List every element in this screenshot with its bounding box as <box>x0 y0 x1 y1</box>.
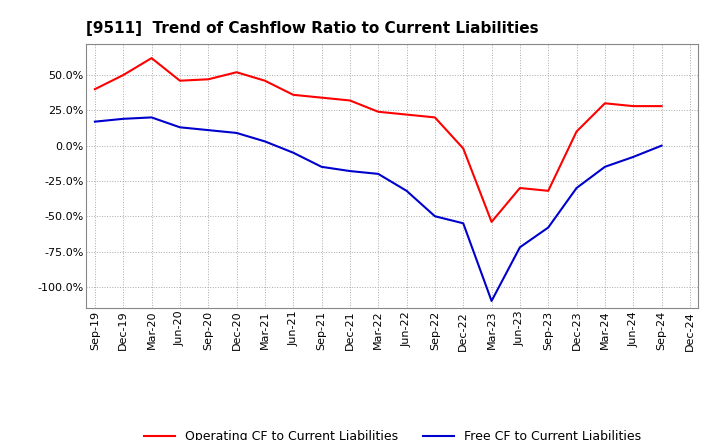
Operating CF to Current Liabilities <box>289 92 297 98</box>
Free CF to Current Liabilities <box>544 225 552 230</box>
Line: Free CF to Current Liabilities: Free CF to Current Liabilities <box>95 117 662 301</box>
Operating CF to Current Liabilities <box>516 185 524 191</box>
Free CF to Current Liabilities <box>318 164 326 169</box>
Operating CF to Current Liabilities <box>600 101 609 106</box>
Free CF to Current Liabilities <box>629 154 637 160</box>
Operating CF to Current Liabilities <box>572 129 581 134</box>
Free CF to Current Liabilities <box>176 125 184 130</box>
Free CF to Current Liabilities <box>204 128 212 133</box>
Operating CF to Current Liabilities <box>402 112 411 117</box>
Operating CF to Current Liabilities <box>233 70 241 75</box>
Operating CF to Current Liabilities <box>204 77 212 82</box>
Operating CF to Current Liabilities <box>148 55 156 61</box>
Free CF to Current Liabilities <box>657 143 666 148</box>
Legend: Operating CF to Current Liabilities, Free CF to Current Liabilities: Operating CF to Current Liabilities, Fre… <box>138 425 647 440</box>
Free CF to Current Liabilities <box>487 298 496 304</box>
Free CF to Current Liabilities <box>402 188 411 194</box>
Free CF to Current Liabilities <box>346 169 354 174</box>
Free CF to Current Liabilities <box>431 213 439 219</box>
Free CF to Current Liabilities <box>148 115 156 120</box>
Line: Operating CF to Current Liabilities: Operating CF to Current Liabilities <box>95 58 662 222</box>
Free CF to Current Liabilities <box>233 130 241 136</box>
Operating CF to Current Liabilities <box>91 87 99 92</box>
Free CF to Current Liabilities <box>119 116 127 121</box>
Operating CF to Current Liabilities <box>657 103 666 109</box>
Free CF to Current Liabilities <box>374 171 382 176</box>
Operating CF to Current Liabilities <box>176 78 184 83</box>
Free CF to Current Liabilities <box>572 185 581 191</box>
Operating CF to Current Liabilities <box>119 73 127 78</box>
Operating CF to Current Liabilities <box>544 188 552 194</box>
Free CF to Current Liabilities <box>600 164 609 169</box>
Free CF to Current Liabilities <box>261 139 269 144</box>
Free CF to Current Liabilities <box>289 150 297 155</box>
Operating CF to Current Liabilities <box>459 146 467 151</box>
Operating CF to Current Liabilities <box>431 115 439 120</box>
Operating CF to Current Liabilities <box>346 98 354 103</box>
Operating CF to Current Liabilities <box>629 103 637 109</box>
Text: [9511]  Trend of Cashflow Ratio to Current Liabilities: [9511] Trend of Cashflow Ratio to Curren… <box>86 21 539 36</box>
Operating CF to Current Liabilities <box>261 78 269 83</box>
Free CF to Current Liabilities <box>91 119 99 124</box>
Operating CF to Current Liabilities <box>487 219 496 224</box>
Operating CF to Current Liabilities <box>374 109 382 114</box>
Free CF to Current Liabilities <box>459 220 467 226</box>
Operating CF to Current Liabilities <box>318 95 326 100</box>
Free CF to Current Liabilities <box>516 245 524 250</box>
